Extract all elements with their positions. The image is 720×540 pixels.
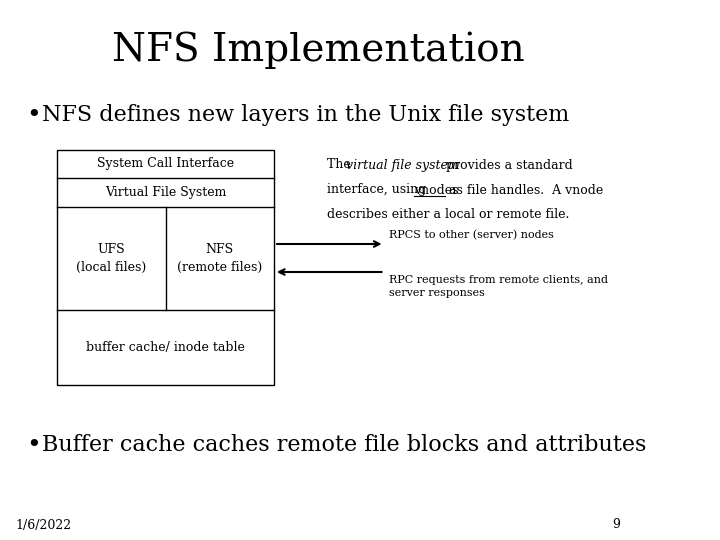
Text: 1/6/2022: 1/6/2022 xyxy=(16,518,72,531)
Text: (remote files): (remote files) xyxy=(177,261,263,274)
Text: server responses: server responses xyxy=(389,288,485,298)
Text: (local files): (local files) xyxy=(76,261,147,274)
Text: UFS: UFS xyxy=(98,243,125,256)
Text: NFS Implementation: NFS Implementation xyxy=(112,31,525,69)
Text: interface, using: interface, using xyxy=(327,184,431,197)
Text: The: The xyxy=(327,159,355,172)
Text: provides a standard: provides a standard xyxy=(442,159,572,172)
Text: buffer cache/ inode table: buffer cache/ inode table xyxy=(86,341,246,354)
Text: System Call Interface: System Call Interface xyxy=(97,158,234,171)
Text: vnodes: vnodes xyxy=(414,184,458,197)
Bar xyxy=(58,150,274,385)
Text: •: • xyxy=(27,434,41,456)
Text: •: • xyxy=(27,104,41,126)
Text: NFS defines new layers in the Unix file system: NFS defines new layers in the Unix file … xyxy=(42,104,570,126)
Text: 9: 9 xyxy=(613,518,621,531)
Text: NFS: NFS xyxy=(206,243,234,256)
Text: Virtual File System: Virtual File System xyxy=(105,186,226,199)
Text: Buffer cache caches remote file blocks and attributes: Buffer cache caches remote file blocks a… xyxy=(42,434,647,456)
Text: RPCS to other (server) nodes: RPCS to other (server) nodes xyxy=(389,230,554,240)
Text: virtual file system: virtual file system xyxy=(346,159,460,172)
Text: RPC requests from remote clients, and: RPC requests from remote clients, and xyxy=(389,275,608,285)
Text: describes either a local or remote file.: describes either a local or remote file. xyxy=(327,208,570,221)
Text: as file handles.  A vnode: as file handles. A vnode xyxy=(445,184,603,197)
